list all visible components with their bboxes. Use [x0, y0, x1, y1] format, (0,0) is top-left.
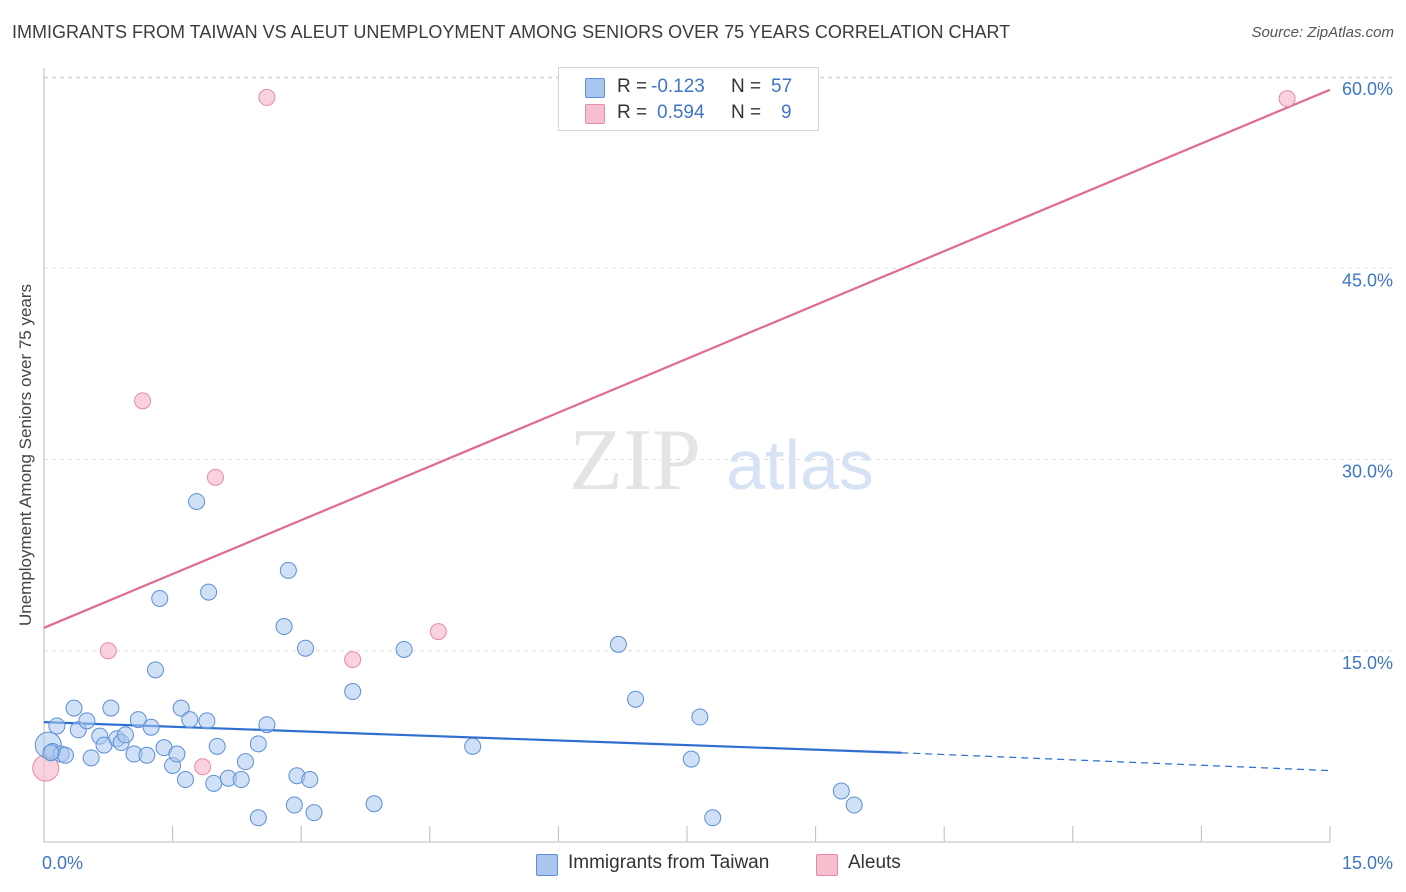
taiwan-point [181, 711, 199, 729]
taiwan-point [296, 639, 314, 657]
legend-n-label: N = [731, 102, 762, 123]
taiwan-point [82, 749, 100, 767]
bottom-legend-label-taiwan: Immigrants from Taiwan [568, 852, 770, 873]
taiwan-point [172, 699, 190, 717]
taiwan-point [258, 716, 276, 734]
taiwan-point [249, 735, 267, 753]
taiwan-point [301, 771, 319, 789]
source-label: Source: ZipAtlas.com [1251, 24, 1394, 41]
label-layer: 15.0% 30.0% 45.0% 60.0% 0.0% 15.0% [42, 79, 1393, 873]
y-tick-label: 45.0% [1342, 270, 1393, 290]
axis-layer [43, 68, 1331, 843]
point-layer [32, 88, 1296, 827]
taiwan-point [56, 746, 74, 764]
taiwan-point [249, 809, 267, 827]
taiwan-point [682, 750, 700, 768]
y-tick-label: 60.0% [1342, 79, 1393, 99]
bottom-legend-label-aleut: Aleuts [848, 852, 901, 873]
legend-swatch-taiwan [585, 78, 605, 98]
taiwan-point [365, 795, 383, 813]
taiwan-point [691, 708, 709, 726]
taiwan-point [116, 726, 134, 744]
legend-n-value: 9 [781, 102, 792, 123]
taiwan-point [146, 661, 164, 679]
taiwan-point [464, 737, 482, 755]
aleut-point [134, 392, 152, 410]
grid-layer [44, 76, 1395, 652]
taiwan-point [42, 744, 60, 762]
taiwan-point [285, 796, 303, 814]
legend-r-label: R = [617, 102, 648, 123]
taiwan-point [832, 782, 850, 800]
taiwan-point [198, 712, 216, 730]
taiwan-point [129, 711, 147, 729]
aleut-point [99, 642, 117, 660]
taiwan-trend-extension [901, 752, 1331, 772]
bottom-legend-swatch-aleut [816, 854, 838, 876]
taiwan-point [232, 771, 250, 789]
taiwan-point [305, 804, 323, 822]
taiwan-point [200, 583, 218, 601]
y-tick-label: 15.0% [1342, 653, 1393, 673]
taiwan-point [609, 635, 627, 653]
legend-n-value: 57 [771, 76, 793, 97]
taiwan-point [208, 737, 226, 755]
taiwan-point [188, 493, 206, 511]
y-tick-label: 30.0% [1342, 462, 1393, 482]
aleut-point [344, 651, 362, 669]
aleut-point [429, 623, 447, 641]
legend-r-value: -0.123 [651, 76, 705, 97]
taiwan-point [142, 718, 160, 736]
taiwan-point [275, 618, 293, 636]
aleut-trend-line [43, 88, 1331, 629]
x-tick-label-max: 15.0% [1342, 853, 1393, 873]
chart-title: IMMIGRANTS FROM TAIWAN VS ALEUT UNEMPLOY… [12, 22, 1011, 42]
taiwan-point [102, 699, 120, 717]
aleut-point [194, 758, 212, 776]
watermark-zip: ZIP [569, 412, 701, 509]
legend-swatch-aleut [585, 104, 605, 124]
taiwan-point [205, 774, 223, 792]
taiwan-point [65, 699, 83, 717]
taiwan-point [845, 796, 863, 814]
taiwan-point [704, 809, 722, 827]
taiwan-point [138, 746, 156, 764]
aleut-point [206, 468, 224, 486]
taiwan-point [151, 589, 169, 607]
watermark-atlas: atlas [726, 426, 874, 504]
stats-legend: R = -0.123 N = 57 R = 0.594 N = 9 [558, 67, 819, 131]
legend-r-value: 0.594 [657, 102, 705, 123]
taiwan-point [395, 640, 413, 658]
taiwan-point [236, 753, 254, 771]
aleut-point [258, 88, 276, 106]
taiwan-point [48, 717, 66, 735]
taiwan-point [78, 712, 96, 730]
taiwan-point [344, 683, 362, 701]
aleut-point [1278, 90, 1296, 108]
taiwan-point [279, 561, 297, 579]
taiwan-point [627, 690, 645, 708]
x-tick-label-min: 0.0% [42, 853, 83, 873]
taiwan-point [176, 771, 194, 789]
legend-r-label: R = [617, 76, 648, 97]
bottom-legend-swatch-taiwan [536, 854, 558, 876]
legend-n-label: N = [731, 76, 762, 97]
taiwan-point [168, 745, 186, 763]
